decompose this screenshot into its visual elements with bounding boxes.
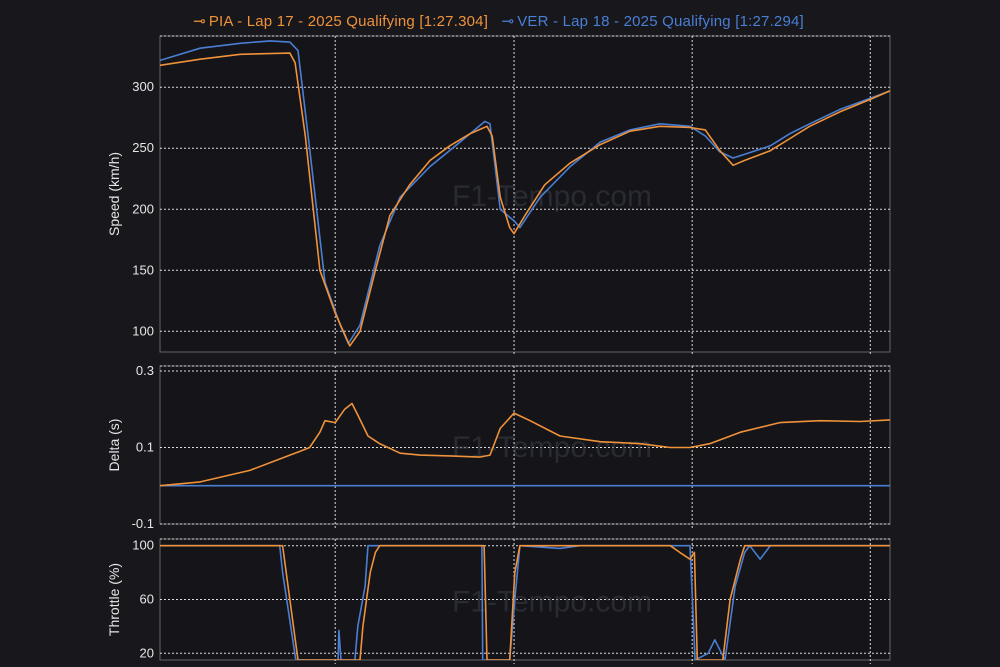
speed-series-pia: [160, 52, 890, 347]
throttle-series-ver: [160, 544, 890, 660]
y-tick-label: 60: [140, 592, 154, 607]
legend-label-ver: VER - Lap 18 - 2025 Qualifying [1:27.294…: [517, 13, 804, 30]
y-tick-label: 0.3: [136, 363, 154, 378]
plot-area: [159, 35, 891, 353]
y-tick-label: 300: [132, 79, 154, 94]
speed-series-ver: [160, 40, 890, 345]
y-tick-label: 20: [140, 645, 154, 660]
legend-entry-pia[interactable]: ⊸ PIA - Lap 17 - 2025 Qualifying [1:27.30…: [193, 13, 489, 30]
delta-series-pia: [160, 402, 890, 487]
y-axis-label: Throttle (%): [106, 563, 122, 636]
legend-label-pia: PIA - Lap 17 - 2025 Qualifying [1:27.304…: [208, 13, 489, 30]
legend: ⊸ PIA - Lap 17 - 2025 Qualifying [1:27.30…: [0, 12, 1000, 30]
throttle-series-pia: [160, 544, 890, 660]
y-tick-label: 100: [132, 538, 154, 553]
delta-panel: -0.1 0.1 0.3 Delta (s) F1-Tempo.com: [106, 363, 891, 531]
y-tick-label: 200: [132, 201, 154, 216]
legend-entry-ver[interactable]: ⊸ VER - Lap 18 - 2025 Qualifying [1:27.29…: [501, 13, 804, 30]
watermark-logo: F1-Tempo.com: [452, 431, 652, 464]
y-tick-label: -0.1: [132, 516, 154, 531]
y-tick-label: 150: [132, 262, 154, 277]
y-tick-label: 0.1: [136, 439, 154, 454]
y-axis-label: Speed (km/h): [106, 152, 122, 236]
plot-area: [159, 365, 891, 525]
y-tick-label: 100: [132, 323, 154, 338]
y-axis-label: Delta (s): [106, 419, 122, 472]
y-tick-label: 250: [132, 140, 154, 155]
